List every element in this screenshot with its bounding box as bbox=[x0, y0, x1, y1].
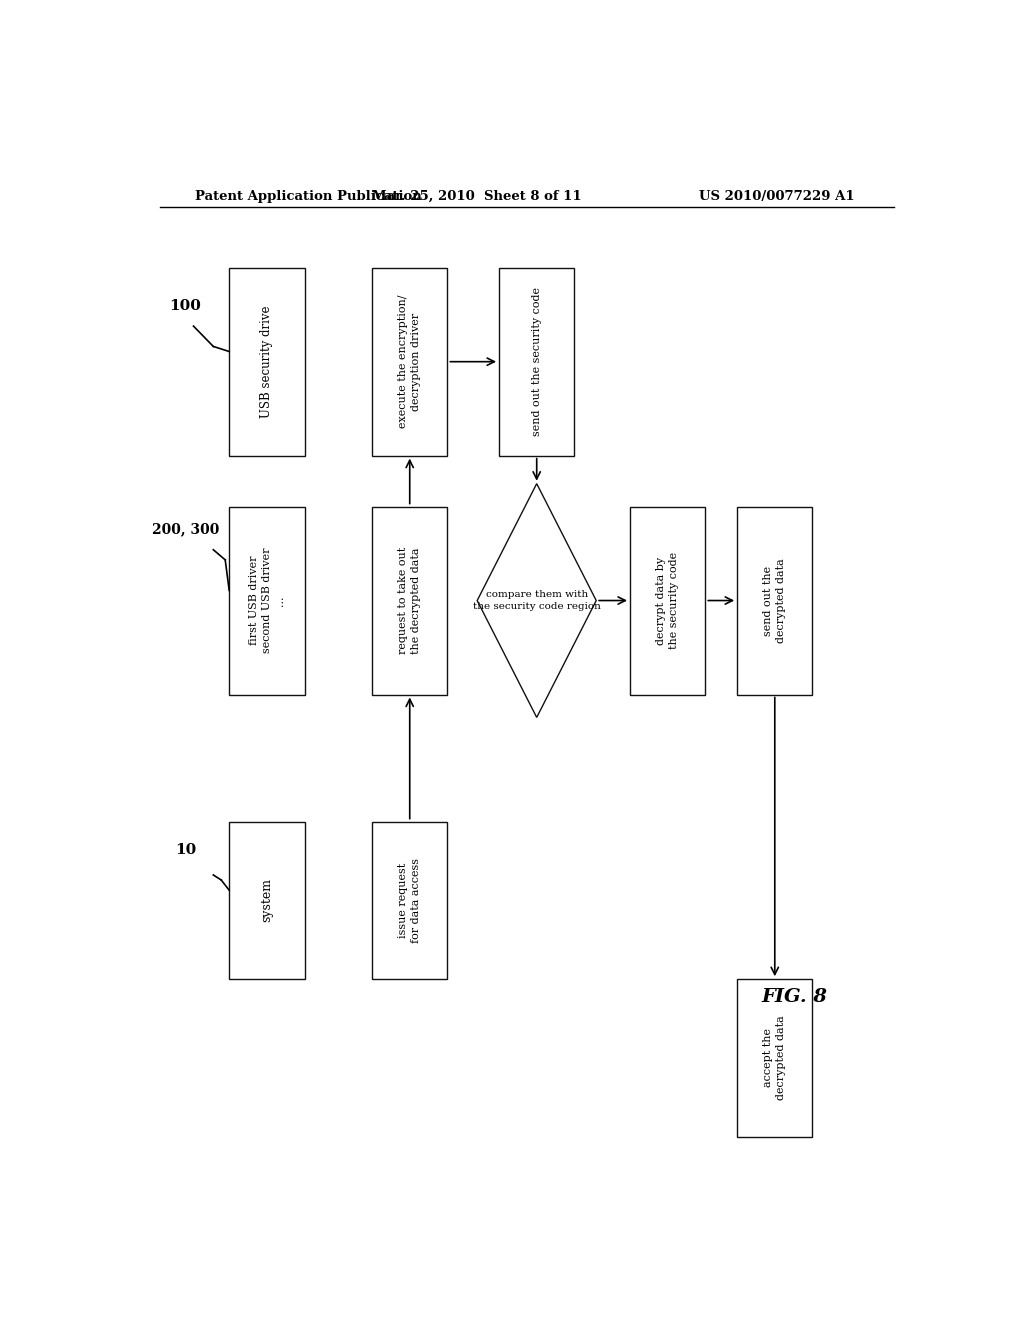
Text: 100: 100 bbox=[170, 298, 202, 313]
Bar bbox=[229, 268, 304, 455]
Text: decrypt data by
the security code: decrypt data by the security code bbox=[656, 552, 679, 649]
Bar bbox=[372, 268, 447, 455]
Text: US 2010/0077229 A1: US 2010/0077229 A1 bbox=[698, 190, 854, 202]
Bar bbox=[229, 507, 304, 694]
Bar bbox=[630, 507, 706, 694]
Bar bbox=[737, 507, 812, 694]
Text: Patent Application Publication: Patent Application Publication bbox=[196, 190, 422, 202]
Text: send out the
decrypted data: send out the decrypted data bbox=[763, 558, 786, 643]
Polygon shape bbox=[477, 483, 596, 718]
Text: FIG. 8: FIG. 8 bbox=[762, 987, 827, 1006]
Bar bbox=[372, 507, 447, 694]
Text: issue request
for data access: issue request for data access bbox=[398, 858, 421, 942]
Text: 10: 10 bbox=[175, 842, 197, 857]
Text: system: system bbox=[260, 878, 273, 923]
Text: request to take out
the decrypted data: request to take out the decrypted data bbox=[398, 546, 421, 655]
Text: send out the security code: send out the security code bbox=[531, 288, 542, 436]
Bar bbox=[499, 268, 574, 455]
Text: 200, 300: 200, 300 bbox=[152, 523, 219, 536]
Text: Mar. 25, 2010  Sheet 8 of 11: Mar. 25, 2010 Sheet 8 of 11 bbox=[373, 190, 582, 202]
Text: execute the encryption/
decryption driver: execute the encryption/ decryption drive… bbox=[398, 294, 421, 429]
Text: USB security drive: USB security drive bbox=[260, 305, 273, 418]
Bar bbox=[229, 821, 304, 979]
Bar bbox=[737, 979, 812, 1137]
Text: first USB driver
second USB driver
...: first USB driver second USB driver ... bbox=[249, 548, 285, 653]
Text: compare them with
the security code region: compare them with the security code regi… bbox=[473, 590, 601, 611]
Bar bbox=[372, 821, 447, 979]
Text: accept the
decrypted data: accept the decrypted data bbox=[763, 1015, 786, 1101]
